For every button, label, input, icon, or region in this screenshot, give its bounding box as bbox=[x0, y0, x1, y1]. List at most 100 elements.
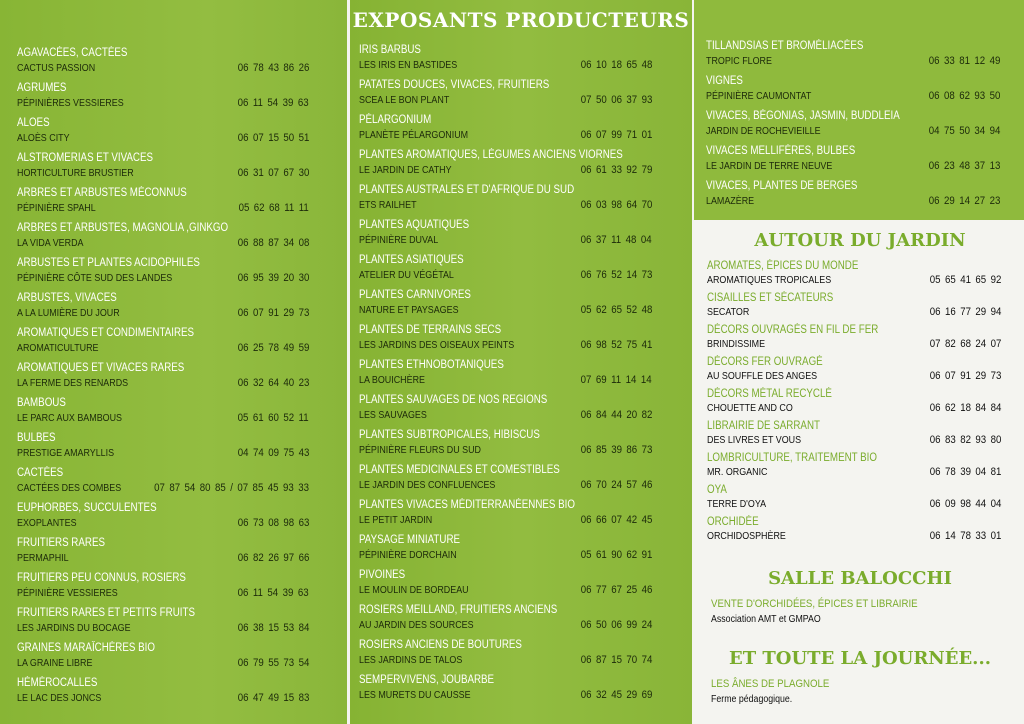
category-label: PAYSAGE MINIATURE bbox=[359, 534, 461, 546]
phone-number: 06 29 14 27 23 bbox=[928, 195, 1000, 207]
phone-number: 06 32 64 40 23 bbox=[237, 377, 309, 389]
category-label: SEMPERVIVENS, JOUBARBE bbox=[359, 674, 495, 686]
exhibitor-name: LA FERME DES RENARDS bbox=[17, 377, 129, 389]
exhibitor-name: CHOUETTE AND CO bbox=[707, 402, 793, 414]
exhibitor-name: PRESTIGE AMARYLLIS bbox=[17, 447, 115, 459]
autour-list: AROMATES, ÉPICES DU MONDE AROMATIQUES TRO… bbox=[707, 260, 1001, 548]
phone-number: 06 84 44 20 82 bbox=[580, 409, 652, 421]
exhibitor-name: CACTÉES DES COMBES bbox=[17, 482, 122, 494]
section-title-journee: ET TOUTE LA JOURNÉE... bbox=[729, 648, 991, 669]
exhibitor-name: TROPIC FLORE bbox=[706, 55, 772, 67]
list-item: IRIS BARBUS LES IRIS EN BASTIDES 06 10 18 … bbox=[359, 44, 652, 79]
category-label: PLANTES ASIATIQUES bbox=[359, 254, 464, 266]
phone-number: 05 62 68 11 11 bbox=[238, 202, 309, 214]
phone-number: 06 62 18 84 84 bbox=[929, 402, 1001, 414]
category-label: VIVACES, BÉGONIAS, JASMIN, BUDDLEIA bbox=[706, 110, 900, 122]
phone-number: 06 38 15 53 84 bbox=[237, 622, 309, 634]
list-item: PIVOINES LE MOULIN DE BORDEAU 06 77 67 25 … bbox=[359, 569, 652, 604]
category-label: PIVOINES bbox=[359, 569, 406, 581]
category-label: OYA bbox=[707, 484, 727, 496]
list-item: VIVACES MELLIFÈRES, BULBES LE JARDIN DE T… bbox=[706, 145, 1000, 180]
list-item: AROMATES, ÉPICES DU MONDE AROMATIQUES TRO… bbox=[707, 260, 1001, 292]
salle-association: Association AMT et GMPAO bbox=[711, 614, 821, 625]
category-label: VIGNES bbox=[706, 75, 743, 87]
page-title: EXPOSANTS PRODUCTEURS bbox=[352, 8, 690, 32]
phone-number: 06 98 52 75 41 bbox=[580, 339, 652, 351]
exhibitor-name: ATELIER DU VÉGÉTAL bbox=[359, 269, 454, 281]
phone-number: 06 31 07 67 30 bbox=[237, 167, 309, 179]
phone-number: 06 07 15 50 51 bbox=[237, 132, 309, 144]
exhibitor-name: HORTICULTURE BRUSTIER bbox=[17, 167, 134, 179]
list-item: VIGNES PÉPINIÈRE CAUMONTAT 06 08 62 93 50 bbox=[706, 75, 1000, 110]
phone-number: 06 07 91 29 73 bbox=[237, 307, 309, 319]
exhibitor-name: MR. ORGANIC bbox=[707, 466, 768, 478]
category-label: PLANTES SUBTROPICALES, HIBISCUS bbox=[359, 429, 540, 441]
phone-number: 06 79 55 73 54 bbox=[237, 657, 309, 669]
exhibitor-name: PÉPINIÈRE CÔTE SUD DES LANDES bbox=[17, 272, 173, 284]
phone-number: 06 50 06 99 24 bbox=[580, 619, 652, 631]
list-item: VIVACES, BÉGONIAS, JASMIN, BUDDLEIA JARDI… bbox=[706, 110, 1000, 145]
phone-number: 06 66 07 42 45 bbox=[580, 514, 652, 526]
list-item: PLANTES MEDICINALES ET COMESTIBLES LE JAR… bbox=[359, 464, 652, 499]
phone-number: 04 75 50 34 94 bbox=[928, 125, 1000, 137]
phone-number: 04 74 09 75 43 bbox=[237, 447, 309, 459]
exhibitor-name: PLANÈTE PÉLARGONIUM bbox=[359, 129, 469, 141]
category-label: ALOES bbox=[17, 117, 50, 129]
category-label: ARBRES ET ARBUSTES MÉCONNUS bbox=[17, 187, 187, 199]
category-label: PLANTES ETHNOBOTANIQUES bbox=[359, 359, 504, 371]
phone-number: 06 76 52 14 73 bbox=[580, 269, 652, 281]
category-label: PÉLARGONIUM bbox=[359, 114, 432, 126]
category-label: BULBES bbox=[17, 432, 56, 444]
exhibitor-name: LE MOULIN DE BORDEAU bbox=[359, 584, 469, 596]
category-label: ROSIERS ANCIENS DE BOUTURES bbox=[359, 639, 522, 651]
exhibitor-name: A LA LUMIÈRE DU JOUR bbox=[17, 307, 120, 319]
phone-number: 06 14 78 33 01 bbox=[929, 530, 1001, 542]
category-label: PLANTES VIVACES MÉDITERRANÉENNES BIO bbox=[359, 499, 576, 511]
exhibitor-name: LES MURETS DU CAUSSE bbox=[359, 689, 471, 701]
category-label: PATATES DOUCES, VIVACES, FRUITIERS bbox=[359, 79, 550, 91]
phone-number: 06 87 15 70 74 bbox=[580, 654, 652, 666]
list-item: PLANTES VIVACES MÉDITERRANÉENNES BIO LE P… bbox=[359, 499, 652, 534]
exhibitor-name: LE PARC AUX BAMBOUS bbox=[17, 412, 122, 424]
exhibitor-name: AU JARDIN DES SOURCES bbox=[359, 619, 474, 631]
phone-number: 06 08 62 93 50 bbox=[928, 90, 1000, 102]
panel-middle: EXPOSANTS PRODUCTEURS bbox=[350, 0, 692, 724]
category-label: AROMATIQUES ET CONDIMENTAIRES bbox=[17, 327, 195, 339]
phone-number: 06 82 26 97 66 bbox=[237, 552, 309, 564]
exhibitor-name: LES JARDINS DE TALOS bbox=[359, 654, 463, 666]
category-label: VIVACES, PLANTES DE BERGES bbox=[706, 180, 858, 192]
exhibitor-name: ORCHIDOSPHÈRE bbox=[707, 530, 786, 542]
phone-number: 06 95 39 20 30 bbox=[237, 272, 309, 284]
category-label: HÉMÉROCALLES bbox=[17, 677, 98, 689]
exhibitor-name: LA BOUICHÈRE bbox=[359, 374, 425, 386]
phone-number: 06 07 99 71 01 bbox=[580, 129, 652, 141]
list-item: PLANTES SAUVAGES DE NOS REGIONS LES SAUVA… bbox=[359, 394, 652, 429]
list-item: PLANTES DE TERRAINS SECS LES JARDINS DES … bbox=[359, 324, 652, 359]
phone-number: 06 88 87 34 08 bbox=[237, 237, 309, 249]
category-label: ARBUSTES ET PLANTES ACIDOPHILES bbox=[17, 257, 200, 269]
category-label: EUPHORBES, SUCCULENTES bbox=[17, 502, 157, 514]
category-label: IRIS BARBUS bbox=[359, 44, 421, 56]
list-item: PAYSAGE MINIATURE PÉPINIÈRE DORCHAIN 05 61… bbox=[359, 534, 652, 569]
exhibitor-name: PÉPINIÈRE FLEURS DU SUD bbox=[359, 444, 482, 456]
list-item: PLANTES ASIATIQUES ATELIER DU VÉGÉTAL 06 7… bbox=[359, 254, 652, 289]
section-title-autour: AUTOUR DU JARDIN bbox=[754, 230, 966, 251]
list-item: HÉMÉROCALLES LE LAC DES JONCS 06 47 49 15 … bbox=[17, 677, 309, 712]
list-item: AGRUMES PÉPINIÈRES VESSIERES 06 11 54 39 6… bbox=[17, 82, 309, 117]
phone-number: 06 70 24 57 46 bbox=[580, 479, 652, 491]
list-item: CACTÉES CACTÉES DES COMBES 07 87 54 80 85 … bbox=[17, 467, 309, 502]
phone-number: 05 61 60 52 11 bbox=[238, 412, 309, 424]
category-label: LOMBRICULTURE, TRAITEMENT BIO bbox=[707, 452, 877, 464]
category-label: PLANTES AROMATIQUES, LÉGUMES ANCIENS VIO… bbox=[359, 149, 623, 161]
phone-number: 06 47 49 15 83 bbox=[237, 692, 309, 704]
list-item: LOMBRICULTURE, TRAITEMENT BIO MR. ORGANIC… bbox=[707, 452, 1001, 484]
category-label: PLANTES MEDICINALES ET COMESTIBLES bbox=[359, 464, 560, 476]
exhibitor-list-3: TILLANDSIAS ET BROMÉLIACÉES TROPIC FLORE 0… bbox=[706, 40, 1000, 215]
phone-number: 06 78 43 86 26 bbox=[237, 62, 309, 74]
list-item: ROSIERS ANCIENS DE BOUTURES LES JARDINS D… bbox=[359, 639, 652, 674]
phone-number: 06 61 33 92 79 bbox=[580, 164, 652, 176]
phone-number: 07 50 06 37 93 bbox=[580, 94, 652, 106]
category-label: VIVACES MELLIFÈRES, BULBES bbox=[706, 145, 856, 157]
exhibitor-name: BRINDISSIME bbox=[707, 338, 766, 350]
list-item: BAMBOUS LE PARC AUX BAMBOUS 05 61 60 52 11 bbox=[17, 397, 309, 432]
